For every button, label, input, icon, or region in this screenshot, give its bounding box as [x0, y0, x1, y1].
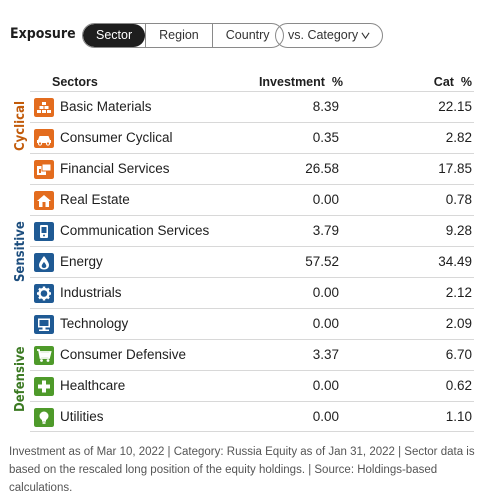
table-row: Consumer Defensive 3.37 6.70	[30, 339, 474, 370]
column-header-investment: Investment %	[258, 75, 343, 89]
column-header-sectors: Sectors	[52, 75, 98, 89]
sector-name: Industrials	[60, 285, 122, 300]
industrials-icon	[34, 284, 54, 303]
investment-value: 0.00	[312, 409, 339, 424]
consumer-cyclical-icon	[34, 129, 54, 148]
compare-dropdown-label: vs. Category	[288, 28, 359, 42]
sector-name: Real Estate	[60, 192, 130, 207]
table-row: Consumer Cyclical 0.35 2.82	[30, 122, 474, 153]
table-row: Basic Materials 8.39 22.15	[30, 91, 474, 122]
category-value: 0.62	[445, 378, 472, 393]
technology-icon	[34, 315, 54, 334]
sector-name: Communication Services	[60, 223, 210, 238]
investment-value: 8.39	[312, 99, 339, 114]
utilities-icon	[34, 408, 54, 427]
category-value: 17.85	[438, 161, 472, 176]
investment-value: 3.79	[312, 223, 339, 238]
sector-name: Basic Materials	[60, 99, 152, 114]
table-row: Technology 0.00 2.09	[30, 308, 474, 339]
chevron-down-icon	[361, 32, 370, 40]
energy-icon	[34, 253, 54, 272]
sector-name: Consumer Cyclical	[60, 130, 173, 145]
category-value: 9.28	[445, 223, 472, 238]
sector-name: Energy	[60, 254, 103, 269]
exposure-title: Exposure	[10, 26, 76, 42]
investment-value: 3.37	[312, 347, 339, 362]
group-label-sensitive: Sensitive	[13, 221, 28, 282]
sector-name: Technology	[60, 316, 129, 331]
healthcare-icon	[34, 377, 54, 396]
sector-name: Consumer Defensive	[60, 347, 187, 362]
category-value: 1.10	[445, 409, 472, 424]
table-row: Industrials 0.00 2.12	[30, 277, 474, 308]
exposure-header: Exposure Sector Region Country vs. Categ…	[10, 23, 480, 49]
consumer-defensive-icon	[34, 346, 54, 365]
communication-services-icon	[34, 222, 54, 241]
group-label-cyclical: Cyclical	[13, 101, 28, 151]
category-value: 2.12	[445, 285, 472, 300]
group-label-defensive: Defensive	[13, 346, 28, 412]
compare-dropdown[interactable]: vs. Category	[275, 23, 383, 48]
table-row: Real Estate 0.00 0.78	[30, 184, 474, 215]
investment-value: 0.35	[312, 130, 339, 145]
category-value: 6.70	[445, 347, 472, 362]
sector-name: Utilities	[60, 409, 104, 424]
real-estate-icon	[34, 191, 54, 210]
investment-value: 57.52	[305, 254, 339, 269]
category-value: 2.09	[445, 316, 472, 331]
basic-materials-icon	[34, 98, 54, 117]
sector-name: Healthcare	[60, 378, 126, 393]
tab-country[interactable]: Country	[211, 24, 283, 47]
column-header-category: Cat %	[433, 75, 472, 89]
investment-value: 0.00	[312, 285, 339, 300]
investment-value: 0.00	[312, 192, 339, 207]
category-value: 22.15	[438, 99, 472, 114]
tab-region[interactable]: Region	[145, 24, 212, 47]
investment-value: 0.00	[312, 378, 339, 393]
table-row: Financial Services 26.58 17.85	[30, 153, 474, 184]
category-value: 34.49	[438, 254, 472, 269]
sector-table: Basic Materials 8.39 22.15 Consumer Cycl…	[30, 91, 474, 432]
table-row: Energy 57.52 34.49	[30, 246, 474, 277]
sector-name: Financial Services	[60, 161, 170, 176]
table-row: Communication Services 3.79 9.28	[30, 215, 474, 246]
table-row: Utilities 0.00 1.10	[30, 401, 474, 432]
footnote: Investment as of Mar 10, 2022 | Category…	[9, 446, 475, 494]
tab-sector[interactable]: Sector	[83, 24, 146, 47]
table-row: Healthcare 0.00 0.62	[30, 370, 474, 401]
financial-services-icon	[34, 160, 54, 179]
category-value: 0.78	[445, 192, 472, 207]
investment-value: 26.58	[305, 161, 339, 176]
category-value: 2.82	[445, 130, 472, 145]
exposure-view-toggle: Sector Region Country	[82, 23, 284, 48]
investment-value: 0.00	[312, 316, 339, 331]
